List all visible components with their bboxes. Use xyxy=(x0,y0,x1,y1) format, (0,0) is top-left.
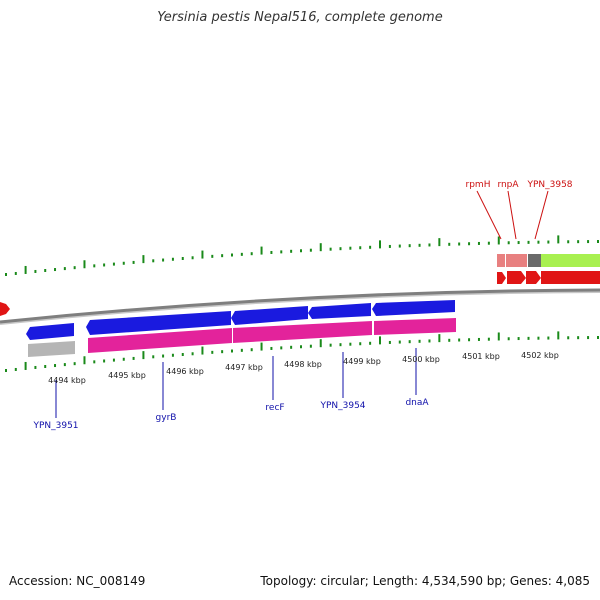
kbp-label: 4495 kbp xyxy=(108,371,146,380)
tick-track-upper xyxy=(5,235,599,276)
gene-label-recf[interactable]: recF xyxy=(265,403,284,413)
cds-bar-recf[interactable] xyxy=(233,321,372,343)
kbp-label: 4500 kbp xyxy=(402,355,440,364)
kbp-label: 4498 kbp xyxy=(284,360,322,369)
gene-arrow-ypn-3954[interactable] xyxy=(308,303,371,319)
gene-arrow-rpmh[interactable] xyxy=(497,272,506,284)
kbp-label: 4494 kbp xyxy=(48,376,86,385)
tick-track-lower xyxy=(5,331,599,372)
gene-label-gyrb[interactable]: gyrB xyxy=(156,413,177,423)
gene-label-rnpa[interactable]: rnpA xyxy=(497,180,519,190)
kbp-label: 4497 kbp xyxy=(225,363,263,372)
gene-arrow-gyrb[interactable] xyxy=(86,311,231,335)
cds-bar-gyrb[interactable] xyxy=(88,328,232,353)
rrna-feature-rnpa[interactable] xyxy=(506,254,527,267)
gene-label-rpmh[interactable]: rpmH xyxy=(466,180,491,190)
kbp-label: 4499 kbp xyxy=(343,357,381,366)
gene-bar-red[interactable] xyxy=(541,271,600,284)
genome-backbone-shadow xyxy=(0,291,600,325)
connector-ypn-3958 xyxy=(534,190,549,240)
cds-bar-dnaa[interactable] xyxy=(374,318,456,335)
kbp-label: 4496 kbp xyxy=(166,367,204,376)
gene-arrow-dnaa[interactable] xyxy=(372,300,455,316)
accession-label: Accession: NC_008149 xyxy=(9,574,146,588)
kbp-label: 4501 kbp xyxy=(462,352,500,361)
feature-bar-green[interactable] xyxy=(541,254,600,267)
connector-rnpa xyxy=(507,190,517,240)
connector-rpmh xyxy=(476,190,502,240)
rrna-feature-rpmh[interactable] xyxy=(497,254,505,267)
genome-backbone xyxy=(0,288,600,324)
edge-feature-red[interactable] xyxy=(0,302,10,316)
gene-label-ypn-3954[interactable]: YPN_3954 xyxy=(319,401,365,411)
gene-arrow-ypn-3958[interactable] xyxy=(526,271,541,284)
topology-summary: Topology: circular; Length: 4,534,590 bp… xyxy=(260,574,590,588)
gene-arrow-recf[interactable] xyxy=(231,306,308,325)
gene-arrow-rnpa[interactable] xyxy=(507,271,526,284)
gene-arrow-ypn-3951[interactable] xyxy=(26,323,74,340)
kbp-label: 4502 kbp xyxy=(521,351,559,360)
gene-label-ypn-3958[interactable]: YPN_3958 xyxy=(526,180,572,190)
gene-label-ypn-3951[interactable]: YPN_3951 xyxy=(32,421,78,431)
gene-label-dnaa[interactable]: dnaA xyxy=(405,398,429,408)
feature-bar-grey[interactable] xyxy=(28,341,75,357)
feature-dark-grey[interactable] xyxy=(528,254,541,267)
map-title: Yersinia pestis Nepal516, complete genom… xyxy=(157,10,443,25)
